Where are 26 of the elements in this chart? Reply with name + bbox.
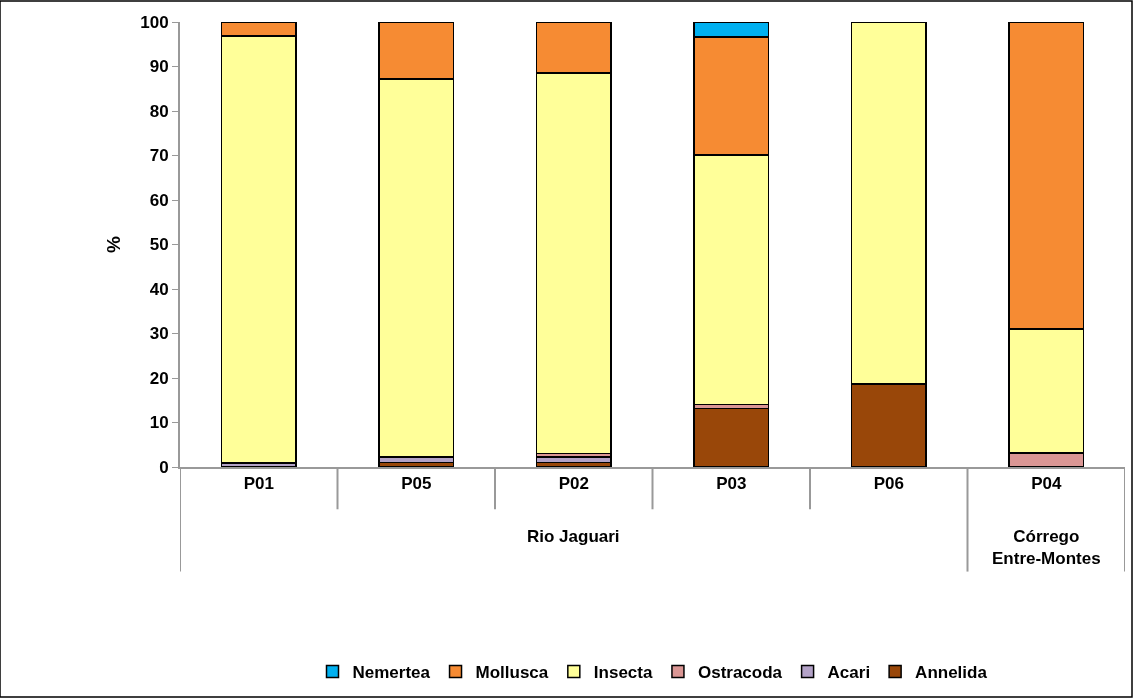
- x-tick-label: P03: [716, 474, 747, 494]
- legend-label: Mollusca: [475, 663, 549, 683]
- y-tick-label: 80: [149, 101, 169, 121]
- x-tick-label: P01: [243, 474, 274, 494]
- x-tick-label: P02: [558, 474, 589, 494]
- y-tick-label: 100: [140, 12, 169, 32]
- y-tick-label: 0: [159, 457, 169, 477]
- y-tick-label: 30: [149, 324, 169, 344]
- y-axis-title: %: [102, 235, 124, 253]
- legend-label: Insecta: [593, 663, 653, 683]
- text: Córrego Entre-Montes: [992, 527, 1101, 569]
- y-tick-label: 70: [149, 146, 169, 166]
- legend-label: Acari: [827, 663, 871, 683]
- legend-label: Ostracoda: [697, 663, 783, 683]
- x-tick-label: P06: [873, 474, 904, 494]
- y-tick-label: 50: [149, 235, 169, 255]
- y-tick-label: 20: [149, 368, 169, 388]
- y-tick-label: 10: [149, 413, 169, 433]
- legend-label: Annelida: [915, 663, 988, 683]
- x-tick-label: P04: [1031, 474, 1062, 494]
- text: Rio Jaguari: [527, 527, 620, 546]
- y-tick-label: 60: [149, 190, 169, 210]
- legend-label: Nemertea: [352, 663, 431, 683]
- x-tick-label: P05: [401, 474, 432, 494]
- y-tick-label: 90: [149, 57, 169, 77]
- y-tick-label: 40: [149, 279, 169, 299]
